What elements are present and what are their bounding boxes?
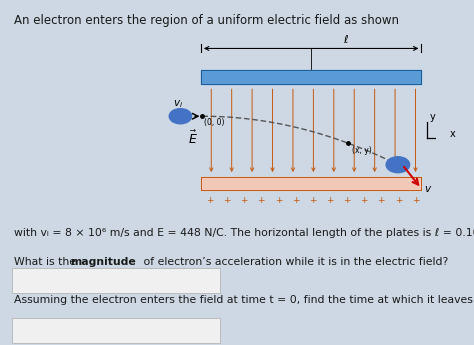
- Circle shape: [169, 109, 191, 124]
- Text: +: +: [223, 196, 231, 205]
- Text: (0, 0): (0, 0): [204, 118, 224, 127]
- Text: +: +: [360, 196, 368, 205]
- FancyBboxPatch shape: [12, 268, 220, 293]
- Text: $v$: $v$: [424, 184, 433, 194]
- Text: of electron’s acceleration while it is in the electric field?: of electron’s acceleration while it is i…: [140, 257, 448, 267]
- Text: +: +: [206, 196, 214, 205]
- Text: y: y: [430, 112, 436, 122]
- Text: Assuming the electron enters the field at time t = 0, find the time at which it : Assuming the electron enters the field a…: [14, 295, 474, 305]
- Text: +: +: [309, 196, 317, 205]
- Text: +: +: [292, 196, 299, 205]
- Text: $v_i$: $v_i$: [173, 98, 183, 110]
- Text: $\ell$: $\ell$: [344, 33, 349, 46]
- Bar: [201, 177, 421, 190]
- Text: +: +: [326, 196, 334, 205]
- Text: +: +: [257, 196, 265, 205]
- Text: magnitude: magnitude: [70, 257, 136, 267]
- FancyBboxPatch shape: [12, 318, 220, 343]
- Text: +: +: [377, 196, 385, 205]
- Text: +: +: [395, 196, 402, 205]
- Circle shape: [386, 157, 410, 173]
- Text: +: +: [343, 196, 351, 205]
- Text: +: +: [274, 196, 282, 205]
- Text: What is the: What is the: [14, 257, 80, 267]
- Bar: [201, 70, 421, 84]
- Text: with vᵢ = 8 × 10⁶ m/s and E = 448 N/C. The horizontal length of the plates is ℓ : with vᵢ = 8 × 10⁶ m/s and E = 448 N/C. T…: [14, 228, 474, 238]
- Text: $\vec{E}$: $\vec{E}$: [188, 130, 198, 147]
- Text: (x, y): (x, y): [352, 146, 372, 155]
- Text: +: +: [240, 196, 248, 205]
- Text: An electron enters the region of a uniform electric field as shown: An electron enters the region of a unifo…: [14, 14, 399, 27]
- Text: +: +: [412, 196, 419, 205]
- Text: x: x: [449, 129, 455, 139]
